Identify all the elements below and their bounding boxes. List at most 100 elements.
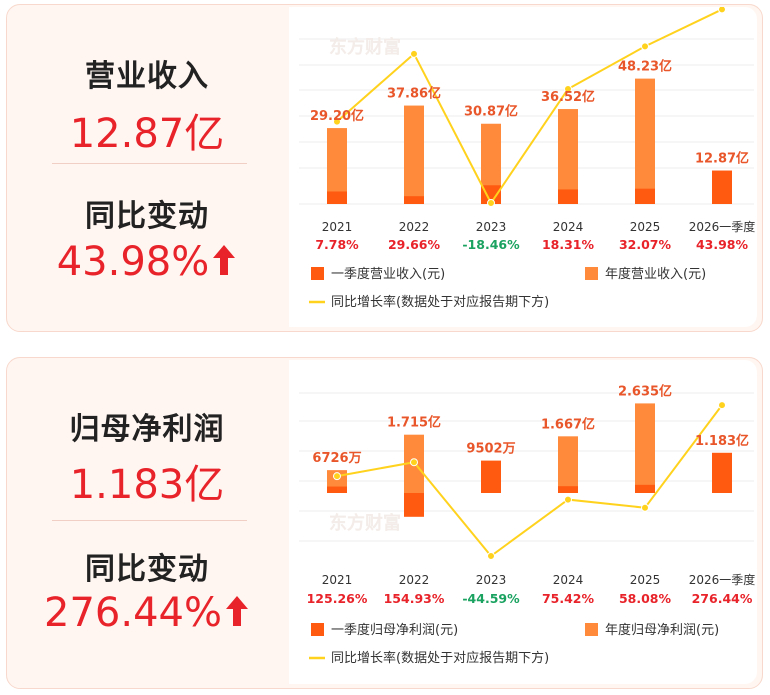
bar-value-label: 36.52亿 [541, 89, 595, 105]
growth-point [718, 5, 726, 14]
category-label: 2021 [322, 220, 353, 234]
category-label: 2025 [630, 220, 661, 234]
quarter-bar [404, 196, 424, 204]
divider [52, 520, 247, 521]
bar-value-label: 12.87亿 [695, 151, 749, 167]
legend-quarter-label: 一季度营业收入(元) [331, 266, 445, 282]
annual-bar [327, 128, 347, 204]
legend-annual-label: 年度归母净利润(元) [605, 622, 719, 638]
growth-rate-label: 43.98% [696, 237, 749, 252]
profit-chart-area: 东方财富 6726万 1.715亿 9502万 1.667亿 2.635亿 1.183亿 20… [289, 360, 757, 684]
quarter-bar [481, 460, 501, 493]
metric-value: 1.183亿 [69, 462, 225, 508]
category-label: 2022 [399, 573, 430, 587]
annual-bar [481, 123, 501, 204]
quarter-bar [558, 486, 578, 493]
bar-value-label: 30.87亿 [464, 104, 518, 120]
quarter-bar [635, 188, 655, 204]
legend-quarter-label: 一季度归母净利润(元) [331, 622, 458, 638]
revenue-card: 营业收入 12.87亿 同比变动 43.98% 东方财富 29.20亿 37.86亿… [6, 4, 763, 332]
category-label: 2023 [476, 573, 507, 587]
watermark-text: 东方财富 [329, 36, 401, 58]
profit-card: 归母净利润 1.183亿 同比变动 276.44% 东方财富 6726万 1.715… [6, 357, 763, 689]
category-label: 2024 [553, 573, 584, 587]
bar-value-label: 1.715亿 [387, 415, 441, 431]
growth-point [410, 49, 418, 58]
divider [52, 163, 247, 164]
legend-quarter-swatch [311, 267, 324, 280]
quarter-bar [327, 191, 347, 204]
growth-rate-label: -44.59% [462, 591, 520, 606]
legend-growth-label: 同比增长率(数据处于对应报告期下方) [331, 294, 549, 310]
watermark-text: 东方财富 [329, 512, 401, 534]
revenue-chart: 东方财富 29.20亿 37.86亿 30.87亿 36.52亿 48.23亿 12.87亿… [299, 5, 755, 310]
revenue-chart-area: 东方财富 29.20亿 37.86亿 30.87亿 36.52亿 48.23亿 12.87亿… [289, 5, 757, 327]
arrow-up-icon [224, 592, 250, 638]
change-title: 同比变动 [85, 552, 209, 587]
category-label: 2025 [630, 573, 661, 587]
quarter-bar [712, 452, 732, 493]
growth-rate-label: 276.44% [692, 591, 753, 606]
profit-summary: 归母净利润 1.183亿 同比变动 276.44% [7, 358, 287, 688]
change-value-row: 276.44% [7, 590, 287, 638]
annual-bar [635, 78, 655, 204]
metric-value: 12.87亿 [69, 111, 225, 157]
quarter-bar [327, 486, 347, 493]
category-label: 2026一季度 [689, 572, 756, 587]
annual-bar [404, 105, 424, 204]
growth-line [336, 404, 723, 558]
growth-rate-label: 75.42% [542, 591, 595, 606]
growth-rate-label: 29.66% [388, 237, 441, 252]
arrow-up-icon [211, 241, 237, 287]
profit-chart: 东方财富 6726万 1.715亿 9502万 1.667亿 2.635亿 1.183亿 20… [299, 383, 756, 666]
bar-value-label: 1.667亿 [541, 416, 595, 432]
annual-bar [558, 109, 578, 204]
category-label: 2024 [553, 220, 584, 234]
category-label: 2023 [476, 220, 507, 234]
category-label: 2021 [322, 573, 353, 587]
growth-point [487, 552, 495, 560]
bar-value-label: 1.183亿 [695, 433, 749, 449]
growth-point [410, 458, 418, 467]
quarter-bar [404, 493, 424, 517]
growth-rate-label: 58.08% [619, 591, 672, 606]
revenue-summary: 营业收入 12.87亿 同比变动 43.98% [7, 5, 287, 331]
change-value-row: 43.98% [7, 239, 287, 287]
category-label: 2022 [399, 220, 430, 234]
quarter-bar [481, 185, 501, 204]
growth-point [333, 117, 341, 126]
annual-bar [558, 436, 578, 493]
quarter-bar [558, 189, 578, 204]
growth-point [487, 199, 495, 207]
growth-point [564, 495, 572, 504]
change-title: 同比变动 [85, 199, 209, 234]
growth-point [564, 85, 572, 94]
metric-title: 营业收入 [85, 59, 209, 94]
growth-rate-label: 125.26% [307, 591, 368, 606]
annual-bar [635, 403, 655, 493]
growth-rate-label: 7.78% [315, 237, 359, 252]
legend-quarter-swatch [311, 623, 324, 636]
legend-growth-label: 同比增长率(数据处于对应报告期下方) [331, 650, 549, 666]
legend-annual-swatch [585, 267, 598, 280]
legend-annual-swatch [585, 623, 598, 636]
growth-rate-label: -18.46% [462, 237, 520, 252]
bar-value-label: 6726万 [312, 451, 361, 466]
metric-title: 归母净利润 [69, 412, 225, 447]
growth-point [333, 472, 341, 481]
quarter-bar [712, 170, 732, 204]
growth-point [718, 401, 726, 410]
bar-value-label: 29.20亿 [310, 108, 364, 124]
growth-rate-label: 32.07% [619, 237, 672, 252]
growth-rate-label: 154.93% [384, 591, 445, 606]
bar-value-label: 48.23亿 [618, 59, 672, 75]
growth-line [336, 8, 723, 205]
bar-value-label: 9502万 [466, 442, 515, 457]
legend-annual-label: 年度营业收入(元) [605, 266, 706, 282]
bar-value-label: 37.86亿 [387, 86, 441, 102]
growth-point [641, 42, 649, 51]
change-value: 43.98% [56, 239, 210, 285]
quarter-bar [635, 484, 655, 493]
bar-value-label: 2.635亿 [618, 383, 672, 399]
growth-point [641, 503, 649, 512]
